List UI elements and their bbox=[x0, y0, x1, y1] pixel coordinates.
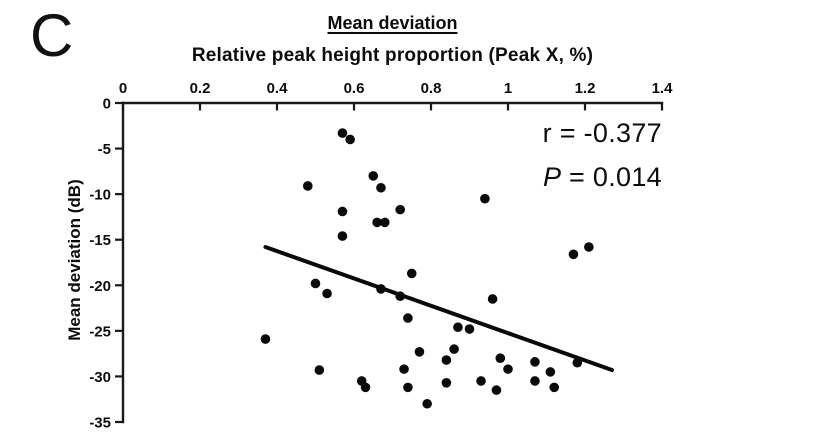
scatter-point bbox=[260, 334, 271, 344]
scatter-point bbox=[491, 385, 502, 395]
y-axis-tick-label: -10 bbox=[89, 187, 111, 204]
scatter-point bbox=[549, 382, 559, 393]
x-axis-tick-label: 1 bbox=[504, 80, 512, 97]
y-axis-tick-label: -25 bbox=[89, 323, 111, 340]
scatter-point bbox=[395, 291, 406, 302]
x-axis-tick-label: 1.4 bbox=[652, 80, 674, 97]
scatter-point bbox=[403, 313, 413, 323]
y-axis-tick-label: -30 bbox=[89, 369, 111, 386]
x-axis-tick-label: 0.4 bbox=[267, 80, 289, 97]
scatter-point bbox=[337, 231, 348, 241]
scatter-point bbox=[503, 364, 513, 374]
x-axis-tick-label: 1.2 bbox=[575, 80, 596, 97]
scatter-point bbox=[380, 217, 390, 228]
scatter-point bbox=[337, 128, 348, 138]
scatter-point bbox=[399, 364, 409, 374]
scatter-point bbox=[545, 367, 556, 377]
scatter-point bbox=[337, 206, 348, 217]
scatter-point bbox=[376, 284, 386, 294]
x-axis-tick-label: 0.2 bbox=[190, 80, 211, 97]
x-axis-tick-label: 0 bbox=[119, 80, 127, 97]
scatter-point bbox=[441, 378, 452, 388]
scatter-point bbox=[568, 249, 579, 260]
x-axis-tick-label: 0.8 bbox=[421, 80, 442, 97]
scatter-point bbox=[314, 365, 325, 375]
scatter-point bbox=[530, 357, 540, 367]
scatter-point bbox=[310, 278, 321, 289]
scatter-point bbox=[476, 376, 486, 386]
y-axis-tick-label: -15 bbox=[89, 232, 111, 249]
scatter-point bbox=[495, 353, 506, 364]
scatter-point bbox=[345, 134, 355, 145]
scatter-point bbox=[414, 347, 425, 357]
scatter-point bbox=[395, 204, 406, 215]
scatter-point bbox=[368, 171, 379, 181]
panel-letter-label: C bbox=[30, 2, 74, 69]
y-axis-tick-label: -20 bbox=[89, 278, 111, 295]
scatter-point bbox=[403, 382, 413, 393]
regression-trend-line bbox=[263, 245, 614, 373]
scatter-point bbox=[530, 376, 540, 386]
scatter-point bbox=[303, 181, 313, 191]
scatter-point bbox=[453, 322, 463, 333]
scatter-point bbox=[441, 355, 452, 365]
x-axis-title: Relative peak height proportion (Peak X,… bbox=[191, 45, 594, 66]
scatter-point bbox=[376, 182, 386, 193]
scatter-point bbox=[464, 324, 475, 334]
y-axis-tick-label: -35 bbox=[89, 415, 111, 432]
x-axis-tick-label: 0.6 bbox=[344, 80, 365, 97]
scatter-point bbox=[487, 294, 498, 304]
p-value-annotation: P = 0.014 bbox=[402, 162, 662, 193]
p-value-number: = 0.014 bbox=[561, 162, 662, 192]
scatter-point bbox=[406, 268, 417, 279]
scatter-point bbox=[360, 382, 371, 393]
y-axis-tick-label: -5 bbox=[98, 141, 111, 158]
scatter-point bbox=[322, 288, 332, 299]
scatter-point bbox=[449, 344, 459, 354]
scatter-point bbox=[422, 398, 432, 409]
scatter-point bbox=[584, 242, 594, 252]
p-value-symbol: P bbox=[542, 162, 562, 192]
y-axis-tick-label: 0 bbox=[103, 96, 111, 113]
scatter-point bbox=[572, 357, 583, 368]
scatter-point bbox=[372, 217, 382, 228]
scatter-point bbox=[480, 193, 490, 204]
correlation-coefficient-annotation: r = -0.377 bbox=[542, 118, 662, 148]
chart-title: Mean deviation bbox=[327, 13, 458, 33]
